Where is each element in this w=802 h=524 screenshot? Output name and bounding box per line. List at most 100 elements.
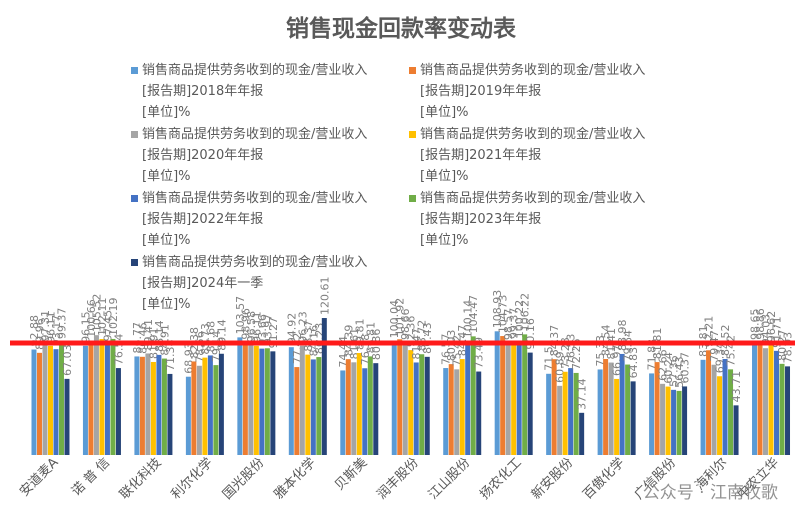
data-label: 86.81 (364, 322, 377, 354)
data-label: 106.22 (519, 293, 532, 332)
bar (630, 381, 636, 455)
bar (665, 386, 671, 455)
data-label: 108.93 (491, 290, 504, 329)
data-label: 85.73 (199, 323, 212, 355)
data-label: 71.38 (164, 339, 177, 371)
bar (700, 359, 706, 455)
bar (752, 342, 758, 455)
bar (264, 348, 270, 455)
data-label: 84.52 (719, 325, 732, 357)
x-tick-label: 诺 普 信 (69, 455, 113, 499)
data-label: 94.92 (285, 313, 298, 345)
bar (202, 357, 208, 455)
bar (424, 356, 430, 455)
legend-label: 销售商品提供劳务收到的现金/营业收入 [报告期]2018年年报 [单位]% (142, 63, 368, 120)
bar (253, 345, 259, 455)
data-label: 91.71 (771, 316, 784, 348)
data-label: 89.14 (215, 319, 228, 351)
watermark: 公众号 · 江南牧歌 (643, 483, 778, 503)
bar (419, 354, 425, 455)
data-label: 98.65 (749, 308, 762, 340)
data-label: 96.23 (296, 311, 309, 343)
bar (351, 362, 357, 455)
bar (58, 342, 64, 455)
bar (711, 364, 717, 455)
bar (115, 368, 121, 455)
x-tick-label: 贝斯美 (332, 455, 370, 493)
plot-area: 安道麦A92.8889.9697.3196.1193.1799.3767.03诺… (17, 277, 794, 503)
legend-swatch (409, 131, 416, 138)
x-tick-label: 利尔化学 (168, 455, 216, 503)
bar (443, 368, 449, 455)
data-label: 98.57 (502, 309, 515, 341)
data-label: 67.03 (61, 344, 74, 376)
data-label: 105.52 (90, 294, 103, 333)
bar (785, 366, 791, 455)
data-label: 86.46 (136, 322, 149, 354)
legend-label: 销售商品提供劳务收到的现金/营业收入 [报告期]2020年年报 [单位]% (142, 127, 368, 184)
bar (494, 331, 500, 455)
bar (88, 340, 94, 455)
bar (568, 368, 574, 455)
data-label: 93.66 (256, 314, 269, 346)
bar (717, 376, 723, 455)
data-label: 60.24 (662, 352, 675, 384)
bar (248, 345, 254, 455)
bar (408, 350, 414, 455)
bar (546, 373, 552, 455)
data-label: 92.21 (703, 316, 716, 348)
data-label: 91.27 (267, 317, 280, 349)
legend-swatch (131, 259, 138, 266)
data-label: 97.31 (39, 310, 52, 342)
x-tick-label: 雅本化学 (271, 455, 319, 503)
x-tick-label: 百傲化学 (580, 455, 628, 503)
bar (779, 363, 785, 455)
bar (321, 318, 327, 455)
bar (64, 378, 70, 455)
bar (625, 364, 631, 455)
bar (527, 352, 533, 455)
data-label: 100.14 (462, 300, 475, 339)
data-label: 57.36 (668, 355, 681, 387)
bar (373, 363, 379, 455)
data-label: 84.91 (158, 324, 171, 356)
x-tick-label: 扬农化工 (477, 455, 524, 502)
legend-swatch (409, 195, 416, 202)
bar (706, 350, 712, 455)
data-label: 96.11 (44, 311, 57, 343)
data-label: 99.37 (55, 308, 68, 340)
data-label: 84.37 (548, 325, 561, 357)
data-label: 96.11 (250, 311, 263, 343)
bar (242, 342, 248, 455)
data-label: 100.66 (85, 299, 98, 338)
data-label: 104.73 (497, 295, 510, 334)
bar (562, 371, 568, 455)
bar (763, 348, 769, 455)
legend-swatch (131, 131, 138, 138)
bar (448, 364, 454, 455)
data-label: 100.04 (388, 300, 401, 339)
data-label: 79.64 (622, 330, 635, 362)
data-label: 78.56 (193, 331, 206, 363)
bar (733, 405, 739, 455)
x-tick-label: 联化科技 (117, 455, 164, 502)
bar (145, 353, 151, 455)
legend-swatch (409, 67, 416, 74)
bar (551, 359, 557, 455)
data-label: 96.62 (765, 311, 778, 343)
data-label: 96.15 (79, 311, 92, 343)
data-label: 101.92 (394, 298, 407, 337)
data-label: 79.47 (708, 330, 721, 362)
bar (104, 344, 110, 455)
data-label: 92.36 (405, 316, 418, 348)
bar (649, 373, 655, 455)
x-tick-label: 润丰股份 (374, 455, 421, 502)
bar (619, 353, 625, 455)
bar (53, 349, 59, 455)
legend-label: 销售商品提供劳务收到的现金/营业收入 [报告期]2019年年报 [单位]% (420, 63, 646, 120)
bar (573, 372, 579, 455)
bar (511, 342, 517, 455)
data-label: 92.88 (28, 315, 41, 347)
